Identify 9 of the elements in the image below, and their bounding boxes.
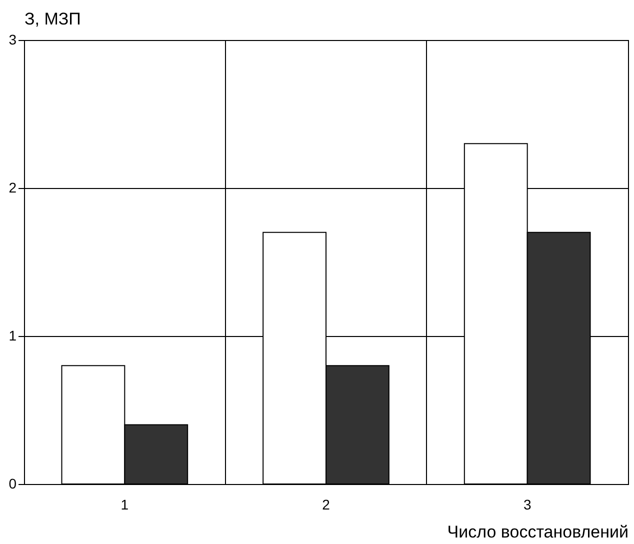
- x-tick-label: 1: [120, 496, 129, 512]
- x-tick-label: 2: [322, 496, 330, 512]
- y-tick-label: 3: [8, 32, 17, 48]
- x-axis-title: Число восстановлений: [447, 522, 628, 542]
- x-tick-label: 3: [523, 496, 532, 512]
- y-tick-label: 2: [8, 180, 17, 196]
- y-tick-label: 1: [8, 328, 17, 344]
- y-tick-label: 0: [8, 476, 17, 492]
- y-axis-title: З, МЗП: [24, 10, 81, 28]
